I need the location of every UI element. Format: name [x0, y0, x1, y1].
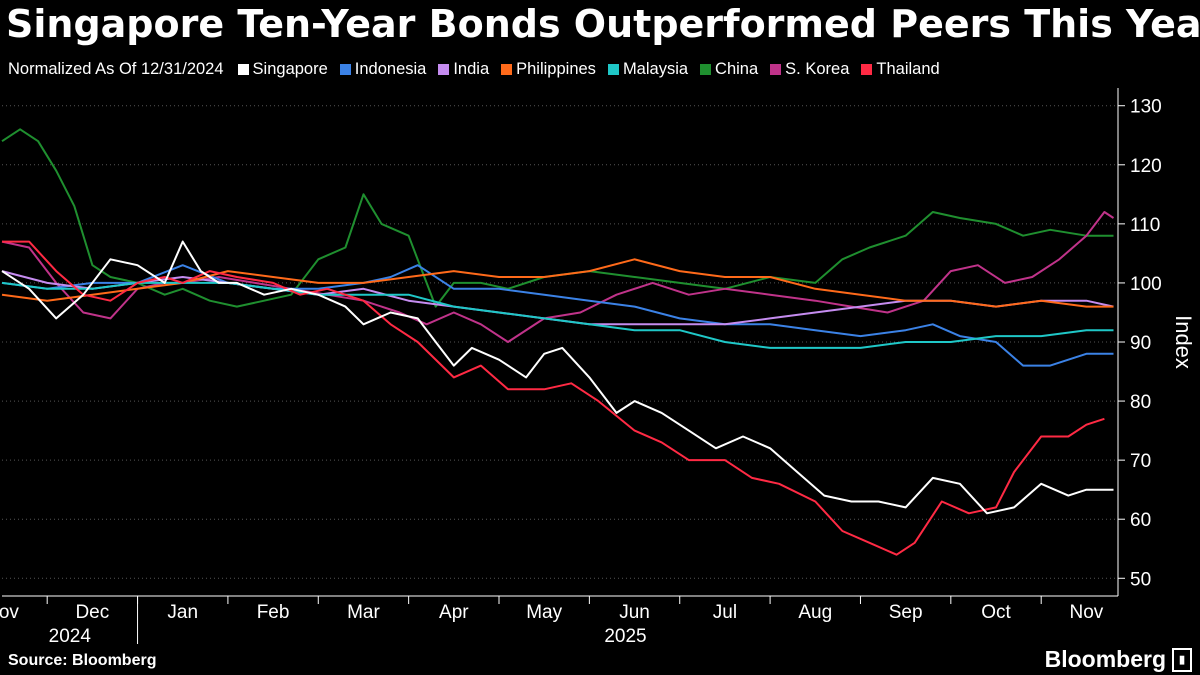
chart-subtitle: Normalized As Of 12/31/2024: [8, 60, 224, 78]
legend-label: S. Korea: [785, 60, 850, 78]
y-tick-label: 100: [1130, 274, 1162, 295]
legend-swatch: [501, 64, 513, 75]
legend-label: Indonesia: [354, 60, 427, 78]
brand-name: Bloomberg: [1044, 646, 1166, 672]
x-tick-label: Nov: [1069, 602, 1103, 623]
bloomberg-mark-icon: ▮: [1172, 647, 1192, 672]
series-line-china: [1, 128, 1114, 308]
x-tick-label: Jan: [167, 602, 198, 623]
x-tick-label: Dec: [75, 602, 109, 623]
y-tick-label: 90: [1130, 333, 1151, 354]
x-tick-label: May: [526, 602, 562, 623]
y-tick-label: 50: [1130, 569, 1151, 590]
x-tick-label: Jun: [619, 602, 650, 623]
y-tick-label: 110: [1130, 215, 1160, 236]
year-label: 2025: [604, 626, 646, 647]
y-tick-label: 130: [1130, 97, 1162, 118]
legend-label: Malaysia: [622, 60, 689, 78]
x-tick-label: Feb: [257, 602, 290, 623]
source-note: Source: Bloomberg: [8, 652, 157, 669]
legend-label: Philippines: [516, 60, 596, 78]
chart-title: Singapore Ten-Year Bonds Outperformed Pe…: [6, 2, 1200, 46]
legend-item-indonesia: Indonesia: [339, 60, 427, 79]
year-label: 2024: [49, 626, 92, 647]
legend-swatch: [237, 64, 249, 75]
x-tick-label: Apr: [439, 602, 469, 623]
x-tick-label: Oct: [981, 602, 1011, 623]
y-tick-label: 70: [1130, 451, 1151, 472]
legend-item-malaysia: Malaysia: [607, 60, 689, 79]
y-tick-label: 60: [1130, 510, 1151, 531]
legend-swatch: [861, 64, 873, 75]
series-line-singapore: [1, 240, 1114, 515]
legend-swatch: [438, 64, 450, 75]
legend-swatch: [607, 64, 619, 75]
legend-item-s-korea: S. Korea: [770, 60, 849, 79]
x-tick-label: Aug: [798, 602, 832, 623]
x-tick-label: Sep: [889, 602, 923, 623]
legend-label: China: [715, 60, 759, 78]
legend-swatch: [770, 64, 782, 75]
legend-item-thailand: Thailand: [861, 60, 940, 79]
series-line-malaysia: [1, 281, 1114, 349]
series-line-philippines: [1, 258, 1114, 308]
x-tick-label: Mar: [347, 602, 380, 623]
y-tick-label: 120: [1130, 156, 1162, 177]
legend-item-singapore: Singapore: [237, 60, 328, 79]
y-tick-label: 80: [1130, 392, 1151, 413]
series-line-s-korea: [1, 211, 1115, 343]
x-tick-label: Jul: [713, 602, 737, 623]
y-axis-title: Index: [1171, 315, 1196, 369]
legend-label: India: [453, 60, 490, 78]
legend-item-china: China: [700, 60, 758, 79]
legend: Normalized As Of 12/31/2024 Singapore In…: [8, 60, 952, 79]
legend-label: Singapore: [252, 60, 328, 78]
x-tick-label: Nov: [0, 602, 19, 623]
bloomberg-logo: Bloomberg ▮: [1045, 646, 1192, 673]
series-line-thailand: [2, 240, 1105, 556]
legend-swatch: [339, 64, 351, 75]
legend-label: Thailand: [876, 60, 940, 78]
legend-item-philippines: Philippines: [501, 60, 596, 79]
series-line-indonesia: [1, 264, 1114, 367]
legend-item-india: India: [438, 60, 489, 79]
legend-swatch: [700, 64, 712, 75]
